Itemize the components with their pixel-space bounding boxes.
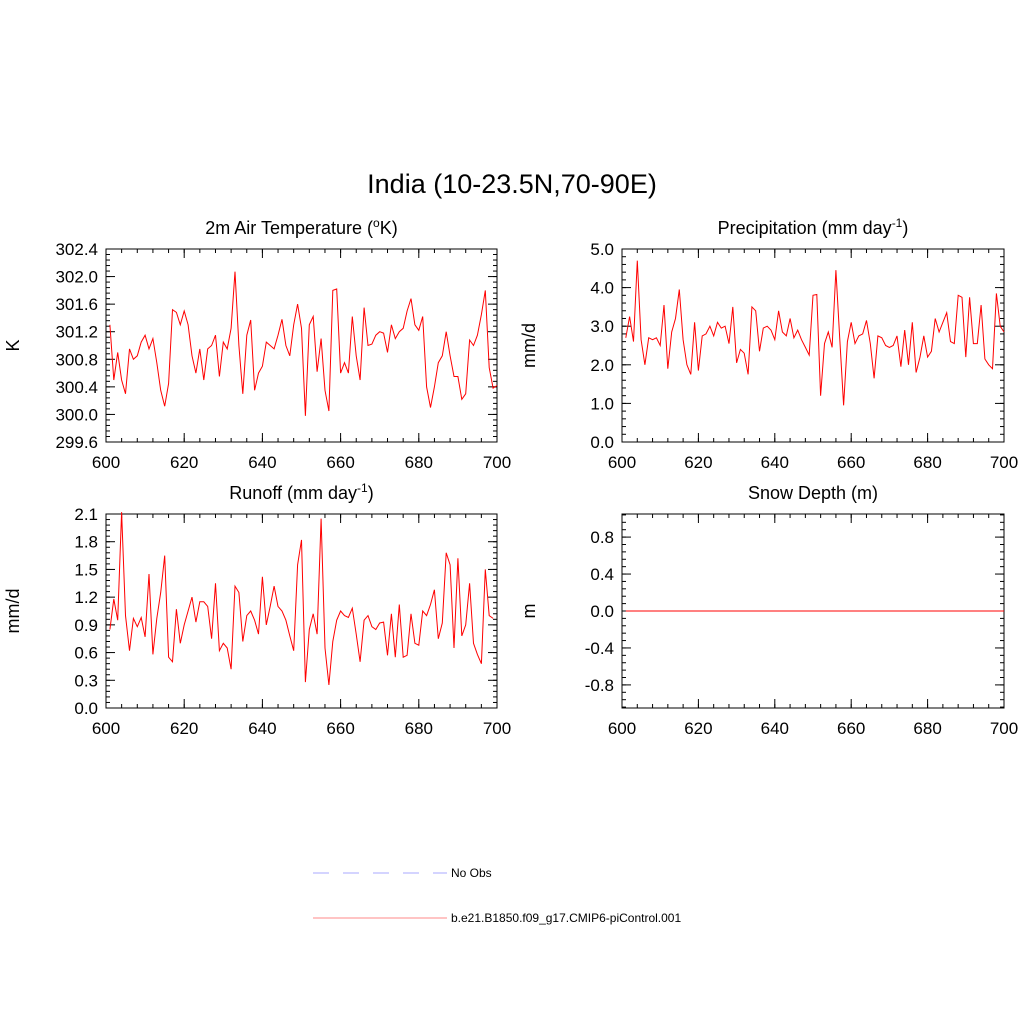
y-tick-label: 302.0 bbox=[55, 268, 98, 287]
x-tick-label: 640 bbox=[248, 453, 276, 472]
x-tick-label: 600 bbox=[92, 453, 120, 472]
x-tick-label: 680 bbox=[913, 453, 941, 472]
panel-title: 2m Air Temperature (oK) bbox=[205, 216, 397, 238]
y-tick-label: 0.3 bbox=[74, 671, 98, 690]
plot-frame bbox=[105, 513, 498, 709]
y-axis-label: mm/d bbox=[3, 589, 23, 634]
x-tick-label: 620 bbox=[684, 453, 712, 472]
y-tick-label: 302.4 bbox=[55, 240, 98, 259]
x-tick-label: 700 bbox=[483, 719, 511, 738]
panels: 2m Air Temperature (oK) K 600 620 640 660 680 7… bbox=[3, 216, 1018, 738]
y-tick-label: 300.4 bbox=[55, 378, 98, 397]
x-tick-label: 620 bbox=[684, 719, 712, 738]
panel-2: Precipitation (mm day-1) mm/d 600 620 640 660… bbox=[519, 216, 1018, 472]
panel-title: Snow Depth (m) bbox=[748, 483, 878, 503]
x-tick-label: 640 bbox=[761, 719, 789, 738]
y-tick-label: 1.5 bbox=[74, 560, 98, 579]
y-tick-label: 1.8 bbox=[74, 533, 98, 552]
y-tick-label: 301.2 bbox=[55, 323, 98, 342]
x-tick-label: 640 bbox=[248, 719, 276, 738]
x-tick-label: 600 bbox=[608, 719, 636, 738]
x-tick-label: 660 bbox=[837, 453, 865, 472]
figure-title: India (10-23.5N,70-90E) bbox=[367, 169, 657, 199]
y-tick-label: 4.0 bbox=[590, 279, 614, 298]
panel-1: 2m Air Temperature (oK) K 600 620 640 660 680 7… bbox=[3, 216, 511, 472]
plot-frame bbox=[621, 248, 1005, 443]
y-tick-label: 0.0 bbox=[590, 602, 614, 621]
x-tick-label: 620 bbox=[170, 719, 198, 738]
y-tick-label: 1.2 bbox=[74, 588, 98, 607]
x-tick-label: 640 bbox=[761, 453, 789, 472]
y-tick-label: 2.0 bbox=[590, 356, 614, 375]
x-tick-label: 600 bbox=[92, 719, 120, 738]
y-axis-label: m bbox=[519, 604, 539, 619]
y-tick-label: 0.9 bbox=[74, 616, 98, 635]
y-tick-label: 0.0 bbox=[590, 433, 614, 452]
panel-4: Snow Depth (m) m 600 620 640 660 680 700 -0.8 -0.… bbox=[519, 483, 1018, 738]
y-tick-label: 3.0 bbox=[590, 317, 614, 336]
y-tick-label: 5.0 bbox=[590, 240, 614, 259]
x-tick-label: 660 bbox=[326, 453, 354, 472]
y-tick-label: -0.8 bbox=[585, 676, 614, 695]
x-tick-label: 700 bbox=[483, 453, 511, 472]
x-tick-label: 620 bbox=[170, 453, 198, 472]
x-tick-label: 700 bbox=[990, 453, 1018, 472]
series-line bbox=[625, 260, 1005, 406]
series-line bbox=[109, 512, 494, 685]
series-line bbox=[109, 271, 498, 416]
y-tick-label: 0.0 bbox=[74, 699, 98, 718]
legend-label-2: b.e21.B1850.f09_g17.CMIP6-piControl.001 bbox=[451, 911, 681, 925]
x-tick-label: 680 bbox=[913, 719, 941, 738]
y-tick-label: 1.0 bbox=[590, 394, 614, 413]
y-tick-label: 301.6 bbox=[55, 295, 98, 314]
x-tick-label: 600 bbox=[608, 453, 636, 472]
panel-3: Runoff (mm day-1) mm/d 600 620 640 660 680 700 0… bbox=[3, 481, 511, 738]
panel-title: Runoff (mm day-1) bbox=[229, 481, 373, 503]
x-tick-label: 660 bbox=[837, 719, 865, 738]
x-tick-label: 660 bbox=[326, 719, 354, 738]
x-tick-label: 680 bbox=[405, 719, 433, 738]
y-tick-label: 0.6 bbox=[74, 644, 98, 663]
x-tick-label: 700 bbox=[990, 719, 1018, 738]
y-tick-label: 299.6 bbox=[55, 433, 98, 452]
panel-title: Precipitation (mm day-1) bbox=[718, 216, 909, 238]
y-tick-label: 300.0 bbox=[55, 405, 98, 424]
y-axis-label: mm/d bbox=[519, 323, 539, 368]
y-tick-label: -0.4 bbox=[585, 639, 614, 658]
y-tick-label: 0.4 bbox=[590, 565, 614, 584]
legend: No Obs b.e21.B1850.f09_g17.CMIP6-piContro… bbox=[313, 866, 681, 925]
y-tick-label: 2.1 bbox=[74, 505, 98, 524]
y-tick-label: 0.8 bbox=[590, 528, 614, 547]
y-tick-label: 300.8 bbox=[55, 350, 98, 369]
y-axis-label: K bbox=[3, 339, 23, 351]
x-tick-label: 680 bbox=[405, 453, 433, 472]
legend-label-1: No Obs bbox=[451, 866, 492, 880]
plot-frame bbox=[105, 248, 498, 443]
